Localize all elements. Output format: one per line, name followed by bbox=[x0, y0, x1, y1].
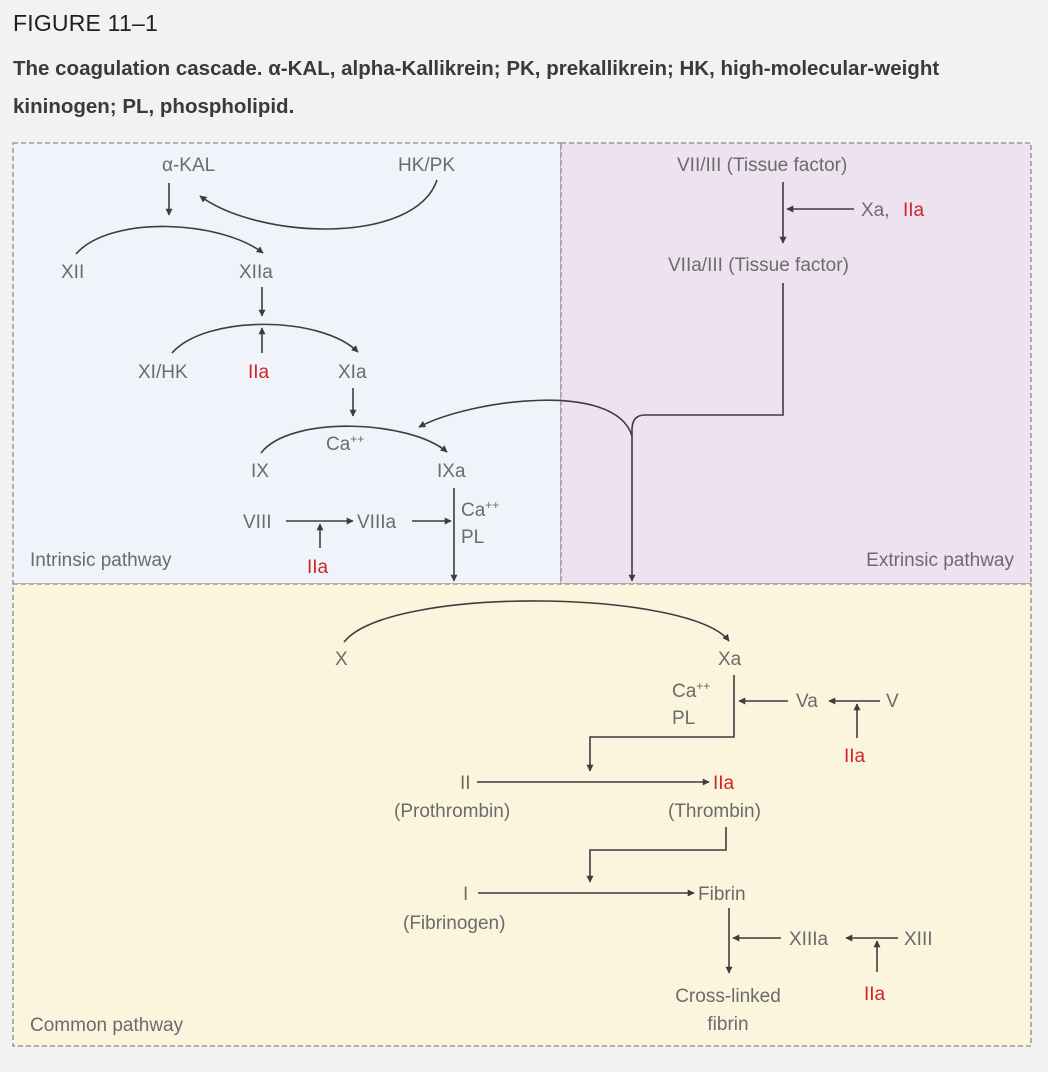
arrow-thrombin-to-fibrin-conversion bbox=[586, 827, 727, 883]
node-x: X bbox=[335, 649, 348, 670]
node-va: Va bbox=[796, 691, 818, 712]
node-xihk: XI/HK bbox=[138, 362, 188, 383]
node-fibrin: Fibrin bbox=[698, 884, 746, 905]
figure-label: FIGURE 11–1 bbox=[13, 10, 158, 36]
node-pl-1: PL bbox=[461, 527, 484, 548]
node-ca-3: Ca++ bbox=[672, 679, 710, 702]
node-xa: Xa bbox=[718, 649, 742, 670]
node-xii: XII bbox=[61, 262, 84, 283]
arrow-xihk-to-xia bbox=[171, 323, 359, 354]
node-vii-iii: VII/III (Tissue factor) bbox=[677, 155, 847, 176]
node-viia-iii: VIIa/III (Tissue factor) bbox=[668, 255, 849, 276]
node-akal: α-KAL bbox=[162, 155, 215, 176]
intrinsic-region bbox=[12, 142, 562, 585]
arrow-junction-to-ixa bbox=[418, 399, 633, 437]
extrinsic-region bbox=[560, 142, 1032, 585]
node-xa-ext: Xa, bbox=[861, 200, 890, 221]
node-thrombin: (Thrombin) bbox=[668, 801, 761, 822]
node-viii: VIII bbox=[243, 512, 272, 533]
common-pathway-label: Common pathway bbox=[30, 1015, 184, 1036]
arrow-xii-to-xiia bbox=[75, 225, 264, 255]
node-viiia: VIIIa bbox=[357, 512, 397, 533]
node-cross-linked-fibrin: fibrin bbox=[707, 1014, 748, 1035]
arrow-viia-to-junction bbox=[631, 283, 784, 431]
node-iia-ext: IIa bbox=[903, 200, 925, 221]
node-hkpk: HK/PK bbox=[398, 155, 455, 176]
node-fibrinogen: (Fibrinogen) bbox=[403, 913, 505, 934]
node-ca-2: Ca++ bbox=[461, 498, 499, 521]
node-prothrombin: (Prothrombin) bbox=[394, 801, 510, 822]
node-iia-3: IIa bbox=[844, 746, 866, 767]
node-ca-1: Ca++ bbox=[326, 432, 364, 455]
node-pl-2: PL bbox=[672, 708, 695, 729]
node-ixa: IXa bbox=[437, 461, 466, 482]
node-xiia: XIIa bbox=[239, 262, 273, 283]
common-region bbox=[12, 583, 1032, 1047]
figure-caption: The coagulation cascade. α-KAL, alpha-Ka… bbox=[13, 57, 940, 118]
node-cross-linked: Cross-linked bbox=[675, 986, 781, 1007]
node-iia-5: IIa bbox=[864, 984, 886, 1005]
arrow-ix-to-ixa bbox=[260, 425, 448, 454]
node-ii: II bbox=[460, 773, 471, 794]
arrow-hkpk-to-akal bbox=[199, 179, 438, 230]
arrow-xa-to-prothrombin-conversion bbox=[586, 675, 735, 772]
intrinsic-pathway-label: Intrinsic pathway bbox=[30, 550, 172, 571]
node-xiiia: XIIIa bbox=[789, 929, 829, 950]
node-xia: XIa bbox=[338, 362, 367, 383]
node-iia-1: IIa bbox=[248, 362, 270, 383]
arrow-x-to-xa bbox=[343, 600, 730, 643]
node-ix: IX bbox=[251, 461, 269, 482]
node-iia-2: IIa bbox=[307, 557, 329, 578]
extrinsic-pathway-label: Extrinsic pathway bbox=[866, 550, 1014, 571]
node-iia-4: IIa bbox=[713, 773, 735, 794]
node-xiii: XIII bbox=[904, 929, 933, 950]
node-i: I bbox=[463, 884, 468, 905]
node-v: V bbox=[886, 691, 899, 712]
